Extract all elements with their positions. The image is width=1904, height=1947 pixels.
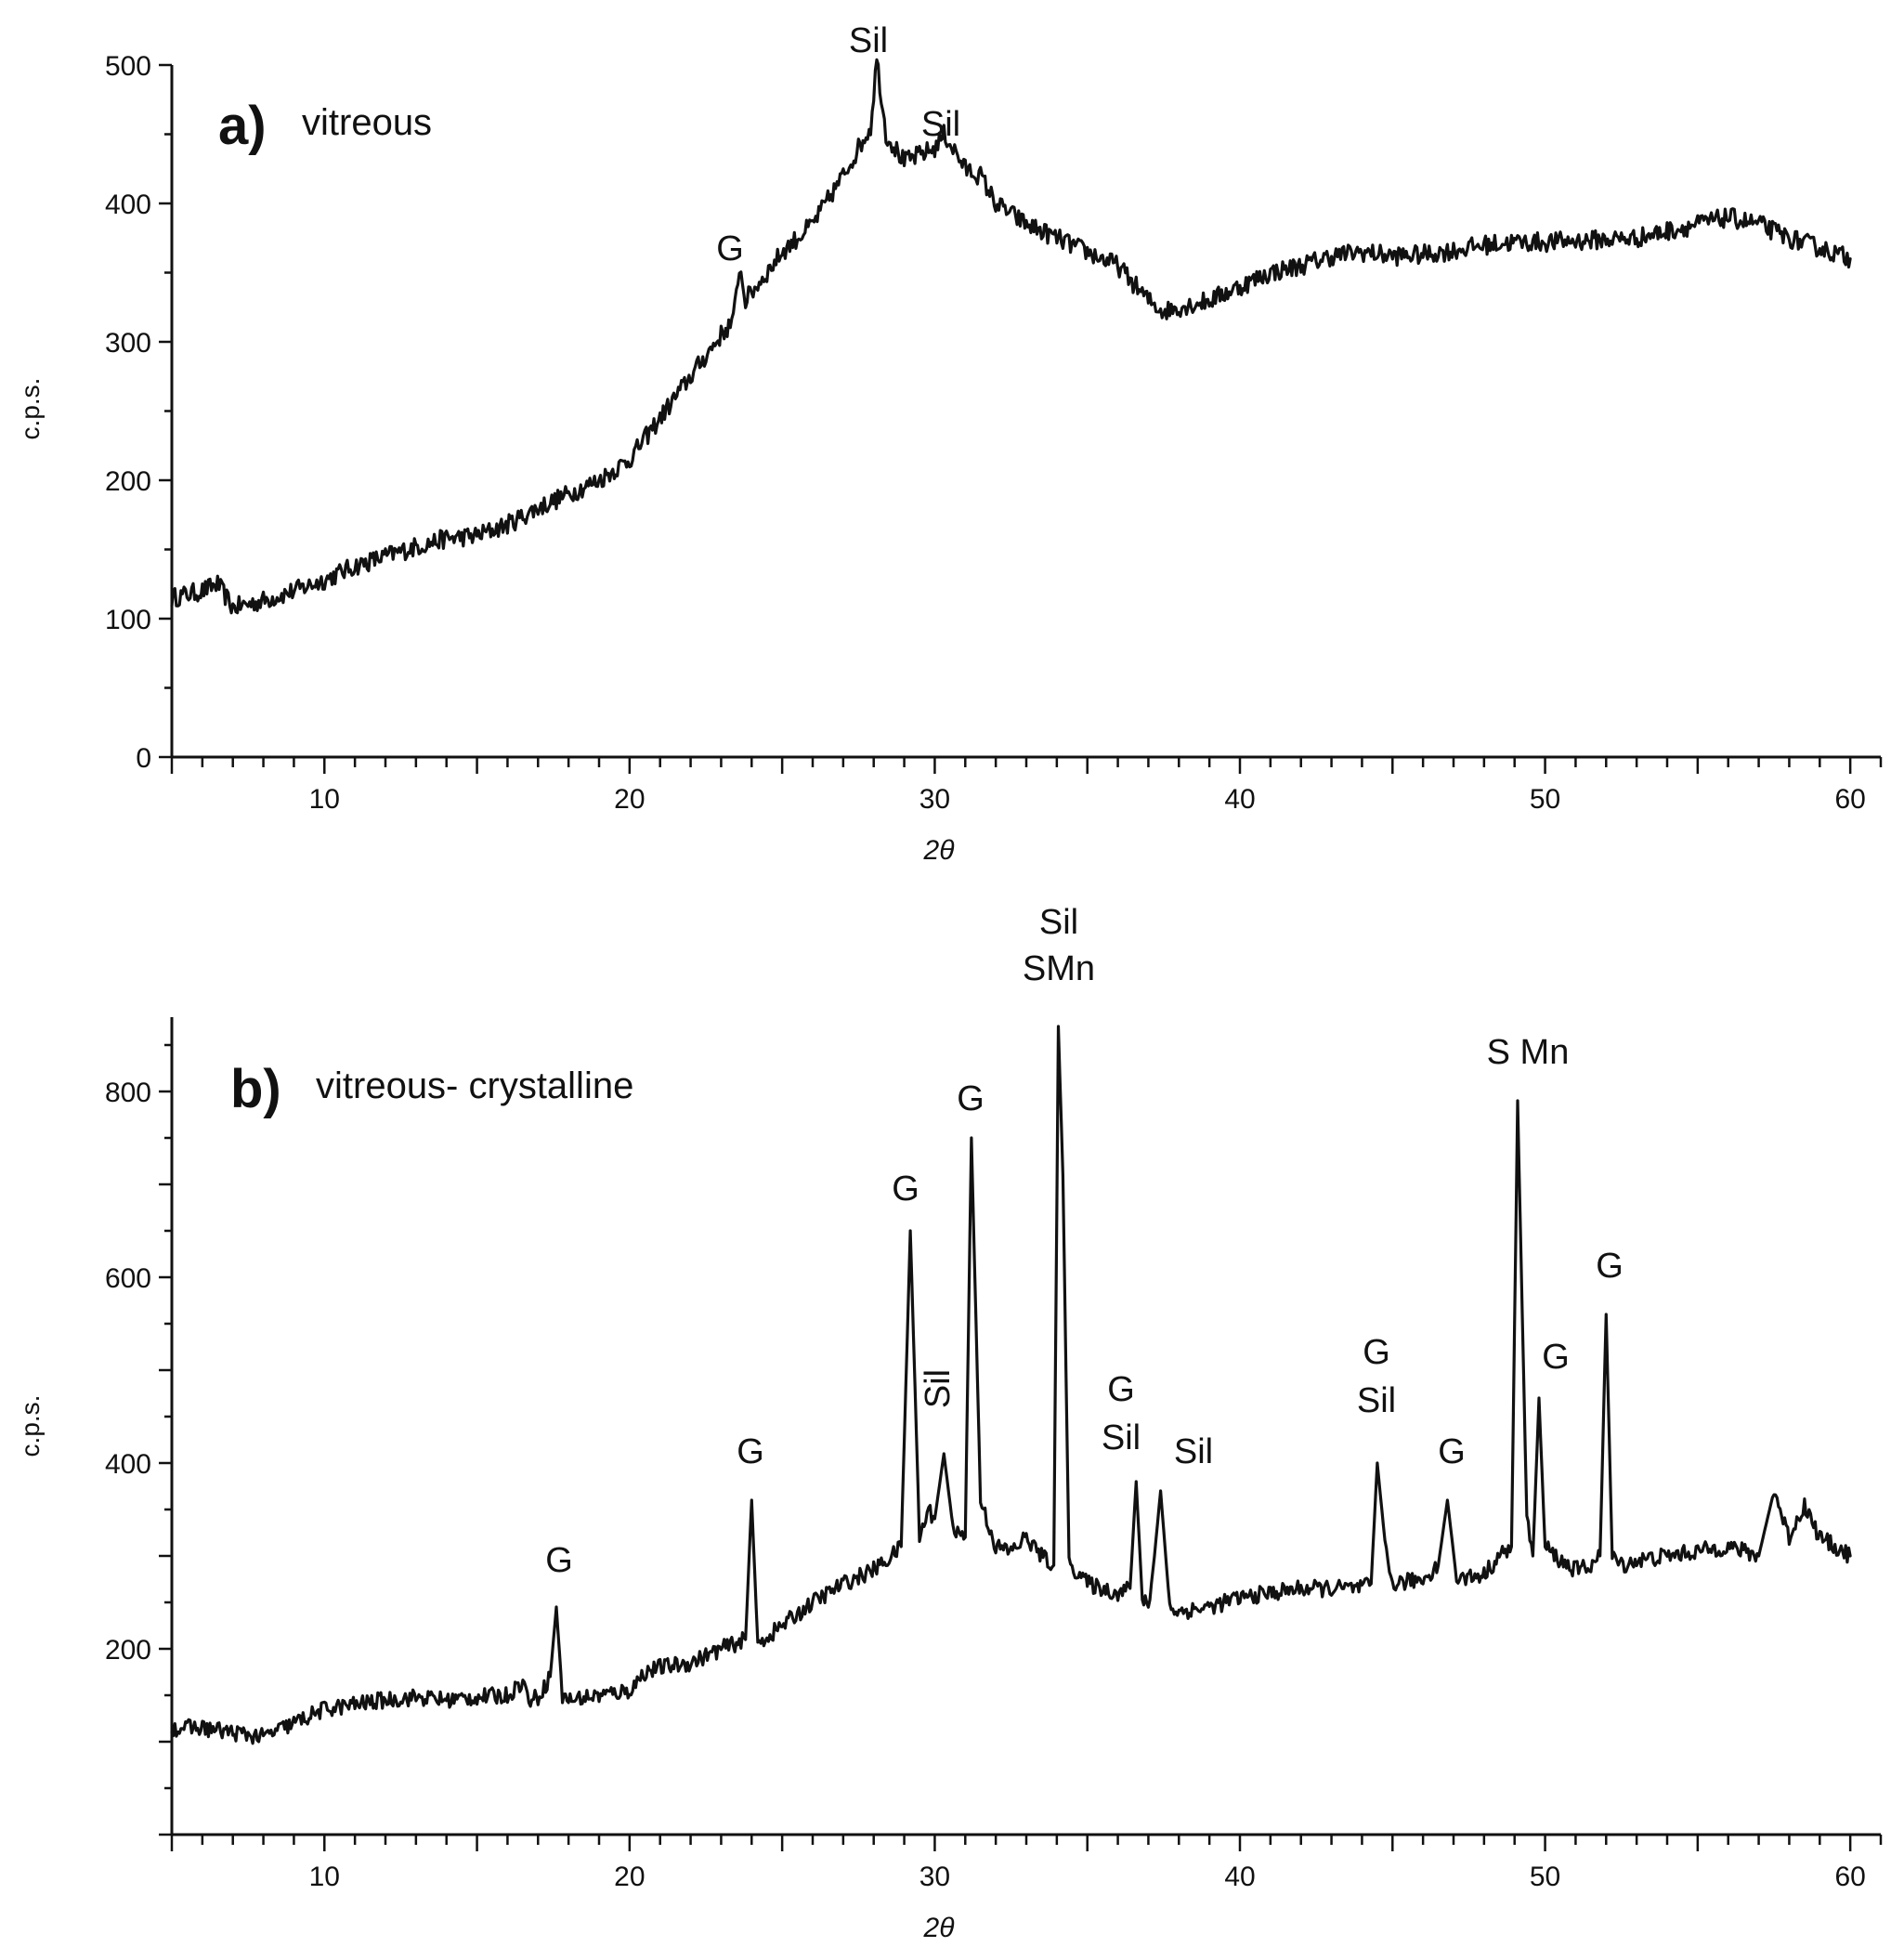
panel-b-x-tick-label: 30 [919,1862,950,1892]
panel-a-y-ticks: 0 100 200 300 400 500 [105,51,172,774]
panel-b-y-tick-label: 600 [105,1263,151,1294]
panel-b-annotation-sil-44: Sil [1357,1381,1396,1420]
panel-a-y-label: c.p.s. [16,378,45,440]
panel-b-annotation-g-17: G [545,1541,573,1580]
panel-b-annotation-smn-49: S Mn [1487,1033,1570,1072]
panel-b-annotation-g-31: G [957,1079,985,1118]
panel-b-annotation-sil-30-rotated: Sil [919,1369,958,1408]
panel-a-chart: 0 100 200 300 400 500 10 20 30 40 50 60 a) vitreou… [16,21,1883,866]
panel-b-annotation-g-50: G [1542,1338,1570,1377]
panel-b-annotation-sil-34: Sil [1039,903,1078,942]
panel-b-x-tick-label: 10 [309,1862,340,1892]
panel-b-annotation-g-52: G [1596,1247,1624,1286]
panel-a-x-tick-label: 50 [1530,784,1560,815]
panel-b-y-tick-label: 400 [105,1449,151,1480]
panel-b-annotation-g-44: G [1363,1333,1390,1372]
panel-b-x-tick-label: 20 [614,1862,645,1892]
panel-a-x-label: 2θ [923,835,956,866]
panel-a-annotation-sil-30: Sil [921,105,960,144]
panel-a-x-tick-label: 10 [309,784,340,815]
panel-a-letter: a) [218,96,267,156]
panel-a-y-tick-label: 200 [105,466,151,497]
panel-a-x-tick-label: 30 [919,784,950,815]
panel-a-y-tick-label: 500 [105,51,151,82]
panel-b-y-tick-label: 200 [105,1635,151,1666]
panel-b-x-tick-label: 40 [1224,1862,1255,1892]
panel-b-letter: b) [230,1059,281,1119]
panel-a-title: vitreous [302,102,432,143]
panel-a-y-tick-label: 300 [105,328,151,359]
panel-a-x-ticks: 10 20 30 40 50 60 [170,757,1883,815]
panel-b-annotation-smn-34: SMn [1023,949,1095,988]
panel-a-annotation-g-23: G [716,229,744,268]
panel-a-x-tick-label: 20 [614,784,645,815]
panel-b-x-label: 2θ [923,1913,956,1943]
panel-b-y-label: c.p.s. [16,1395,45,1457]
panel-b-annotation-g-29: G [892,1170,919,1209]
panel-b-title: vitreous- crystalline [316,1065,633,1106]
panel-b-y-tick-label: 800 [105,1078,151,1108]
panel-b-x-tick-label: 60 [1834,1862,1865,1892]
panel-a-series-line [170,58,1852,615]
panel-b-x-ticks: 10 20 30 40 50 60 [170,1835,1883,1892]
panel-b-y-ticks: 200 400 600 800 [105,1043,172,1836]
panel-b-annotation-g-47: G [1438,1432,1466,1471]
panel-b-annotation-sil-37: Sil [1174,1432,1213,1471]
panel-a-y-tick-label: 100 [105,605,151,635]
panel-b-chart: 200 400 600 800 10 20 30 40 50 60 b) vitreous- c… [16,903,1883,1943]
panel-b-annotation-g-24: G [737,1432,764,1471]
panel-a-y-tick-label: 0 [136,743,151,774]
panel-a-x-tick-label: 40 [1224,784,1255,815]
panel-b-annotation-g-36: G [1107,1370,1135,1409]
panel-b-x-tick-label: 50 [1530,1862,1560,1892]
panel-b-series-line [170,1025,1852,1745]
panel-a-annotation-sil-28: Sil [849,21,888,60]
panel-a-y-tick-label: 400 [105,189,151,220]
panel-a-x-tick-label: 60 [1834,784,1865,815]
panel-b-annotation-sil-36: Sil [1102,1418,1141,1457]
